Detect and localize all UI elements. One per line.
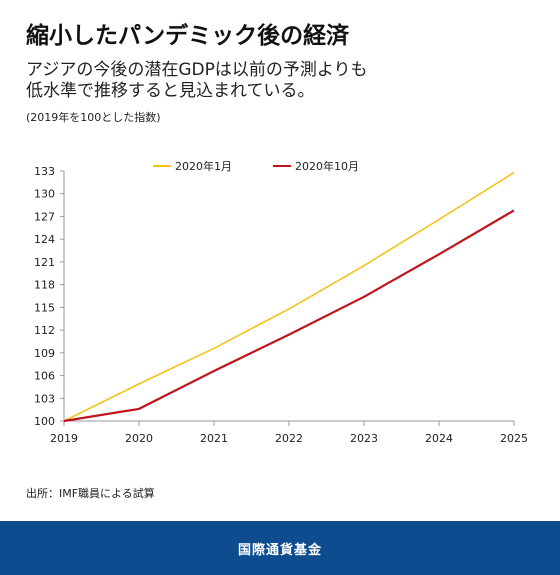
x-tick-label: 2019: [50, 432, 78, 445]
chart-subtitle: アジアの今後の潜在GDPは以前の予測よりも 低水準で推移すると見込まれている。: [26, 60, 536, 102]
source-note: 出所：IMF職員による試算: [26, 487, 155, 500]
series-line-2: [63, 209, 515, 423]
y-tick-label: 109: [34, 347, 55, 360]
x-tick-label: 2021: [200, 432, 228, 445]
subtitle-line-1: アジアの今後の潜在GDPは以前の予測よりも: [26, 60, 368, 80]
x-tick-label: 2023: [350, 432, 378, 445]
x-tick-label: 2022: [275, 432, 303, 445]
x-tick-label: 2025: [500, 432, 528, 445]
x-axis: 2019 2020 2021 2022 2023 2024 2025: [50, 420, 528, 445]
series-lines: [63, 171, 515, 423]
legend: 2020年1月 2020年10月: [153, 159, 359, 173]
subtitle-line-2: 低水準で推移すると見込まれている。: [26, 81, 315, 101]
y-tick-label: 115: [34, 301, 55, 314]
index-note: (2019年を100とした指数): [26, 111, 161, 124]
y-tick-label: 130: [34, 188, 55, 201]
y-tick-label: 118: [34, 279, 55, 292]
x-tick-label: 2024: [425, 432, 453, 445]
organization-name: 国際通貨基金: [237, 542, 322, 558]
legend-label-1: 2020年1月: [175, 159, 232, 173]
y-tick-label: 121: [34, 256, 55, 269]
series-line-1: [63, 171, 515, 422]
legend-label-2: 2020年10月: [295, 159, 359, 173]
y-tick-label: 100: [34, 415, 55, 428]
y-tick-label: 112: [34, 324, 55, 337]
x-tick-label: 2020: [125, 432, 153, 445]
y-tick-label: 103: [34, 392, 55, 405]
y-tick-label: 127: [34, 210, 55, 223]
y-tick-label: 106: [34, 370, 55, 383]
y-axis: 100 103 106 109 112 115 118 121 124 127 130 133: [34, 165, 65, 428]
y-tick-label: 133: [34, 165, 55, 178]
chart-title: 縮小したパンデミック後の経済: [26, 23, 350, 49]
y-tick-label: 124: [34, 233, 55, 246]
footer-bar: 国際通貨基金: [0, 521, 560, 575]
line-chart: 2020年1月 2020年10月 100 103 106 109 112 115 118 121…: [34, 159, 528, 445]
